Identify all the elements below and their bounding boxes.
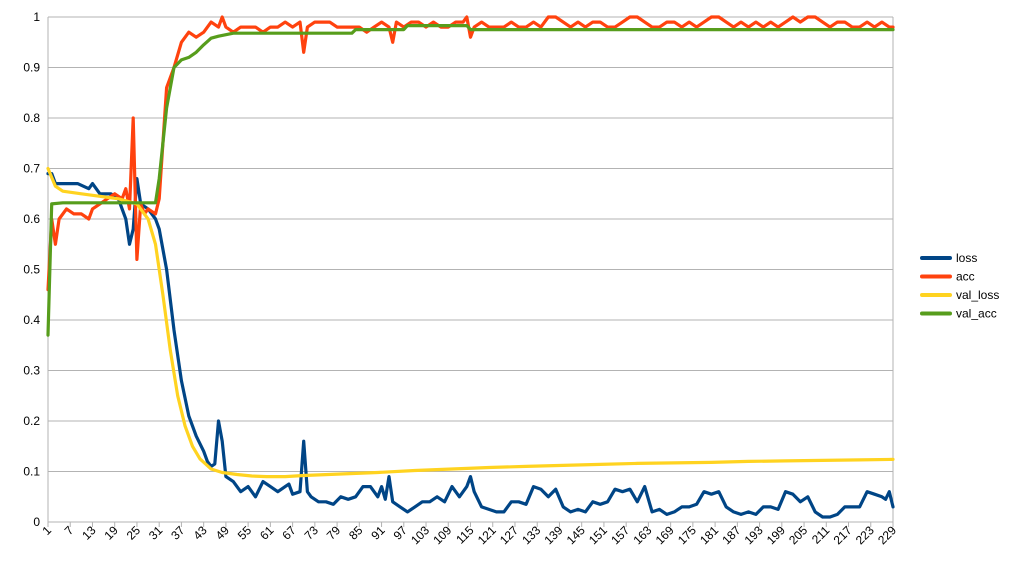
x-tick-label: 121 (475, 523, 499, 547)
y-tick-label: 0.4 (23, 313, 40, 327)
x-tick-label: 151 (586, 523, 610, 547)
legend-label: acc (956, 270, 975, 284)
x-tick-label: 97 (391, 523, 411, 543)
y-tick-label: 0.6 (23, 212, 40, 226)
x-tick-label: 169 (653, 523, 677, 547)
x-tick-label: 49 (213, 523, 233, 543)
y-tick-label: 0.9 (23, 61, 40, 75)
x-tick-label: 25 (124, 523, 144, 543)
x-tick-label: 199 (764, 523, 788, 547)
x-tick-label: 61 (257, 523, 277, 543)
x-tick-label: 115 (453, 523, 477, 547)
y-tick-label: 0 (33, 515, 40, 529)
x-tick-label: 193 (742, 523, 766, 547)
gridlines (48, 16, 893, 523)
x-tick-label: 139 (542, 523, 566, 547)
x-tick-label: 205 (786, 523, 810, 547)
x-tick-label: 19 (101, 523, 121, 543)
x-tick-label: 79 (324, 523, 344, 543)
y-tick-label: 0.5 (23, 263, 40, 277)
x-tick-label: 223 (853, 523, 877, 547)
y-tick-label: 1 (33, 10, 40, 24)
x-tick-label: 7 (62, 523, 77, 538)
x-tick-label: 157 (608, 523, 632, 547)
axes (47, 17, 894, 527)
y-tick-label: 0.3 (23, 364, 40, 378)
x-tick-label: 31 (146, 523, 166, 543)
x-tick-label: 1 (39, 523, 54, 538)
legend-label: val_acc (956, 307, 997, 321)
x-tick-label: 43 (190, 523, 210, 543)
x-tick-label: 145 (564, 523, 588, 547)
series-lines (46, 15, 895, 519)
series-line-acc (46, 15, 895, 292)
y-tick-label: 0.1 (23, 465, 40, 479)
x-tick-label: 73 (302, 523, 322, 543)
x-tick-label: 211 (809, 523, 833, 547)
x-tick-label: 229 (875, 523, 899, 547)
series-line-val-acc (46, 24, 895, 337)
x-tick-label: 55 (235, 523, 255, 543)
x-tick-label: 175 (675, 523, 699, 547)
series-line-val-loss (46, 166, 895, 479)
legend-label: loss (956, 251, 977, 265)
x-tick-label: 13 (79, 523, 99, 543)
x-tick-label: 187 (719, 523, 743, 547)
x-tick-label: 67 (279, 523, 299, 543)
x-tick-label: 91 (368, 523, 388, 543)
x-tick-label: 103 (408, 523, 432, 547)
x-tick-label: 181 (697, 523, 721, 547)
x-tick-label: 133 (519, 523, 543, 547)
legend-label: val_loss (956, 288, 999, 302)
x-tick-label: 85 (346, 523, 366, 543)
x-tick-label: 163 (630, 523, 654, 547)
x-axis-tick-labels: 1 7 13 19 25 31 37 43 49 55 61 67 73 79 85 91 9710310911… (39, 523, 899, 547)
y-axis-tick-labels: 0 0.1 0.2 0.3 0.4 0.5 0.6 0.7 0.8 0.9 1 (23, 10, 40, 529)
y-tick-label: 0.7 (23, 162, 40, 176)
x-tick-label: 217 (831, 523, 855, 547)
series-line-loss (46, 172, 895, 519)
x-tick-label: 127 (497, 523, 521, 547)
x-tick-label: 37 (168, 523, 188, 543)
y-tick-label: 0.8 (23, 111, 40, 125)
x-tick-label: 109 (430, 523, 454, 547)
y-tick-label: 0.2 (23, 414, 40, 428)
legend: loss acc val_loss val_acc (920, 251, 999, 321)
